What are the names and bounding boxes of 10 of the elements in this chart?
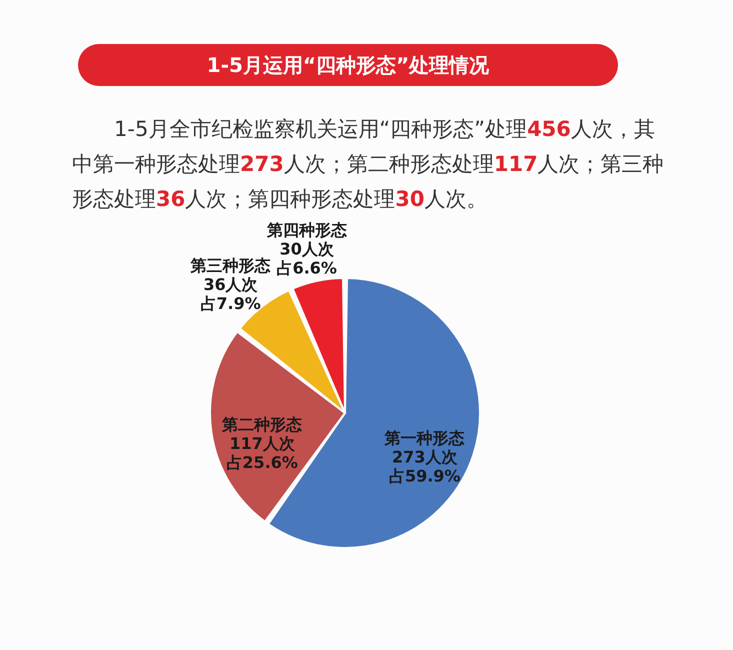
slice-label: 第三种形态 [190, 256, 271, 275]
slice-label: 第二种形态 [221, 415, 302, 434]
data-label: 30人次占6.6% [276, 240, 337, 278]
slice-label: 第一种形态 [384, 428, 465, 448]
slice-label: 第四种形态 [266, 220, 347, 240]
text: 1-5月全市纪检监察机关运用“四种形态”处理456人次，其中第一种形态处理273人次；第二种形态处理117人次；第三种形态处理36人次；第四种形态处理30人次。 [72, 117, 664, 211]
data-label: 273人次占59.9% [388, 448, 460, 486]
chart-title: 1-5月运用“四种形态”处理情况 [78, 44, 618, 86]
data-label: 36人次占7.9% [200, 274, 261, 313]
data-label: 117人次占25.6% [226, 434, 298, 472]
